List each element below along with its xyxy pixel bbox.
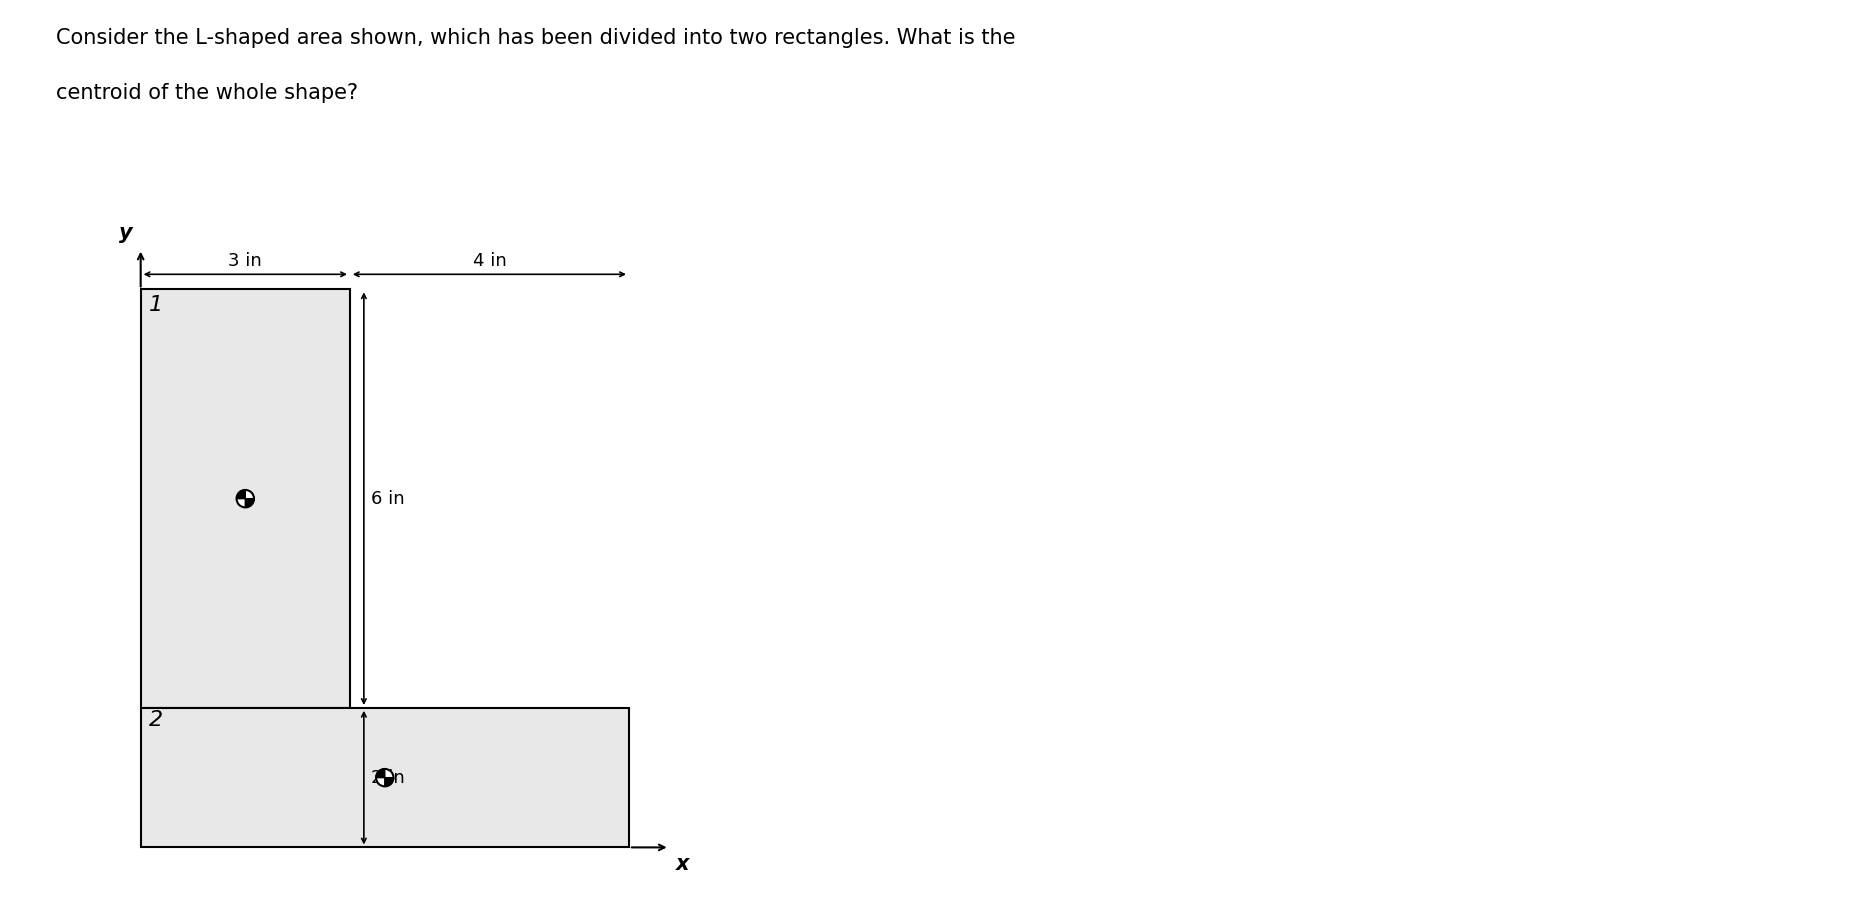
Text: x: x — [675, 855, 688, 874]
Polygon shape — [236, 490, 246, 499]
Text: 2: 2 — [149, 711, 164, 730]
Text: y: y — [119, 223, 132, 243]
Text: 4 in: 4 in — [472, 251, 506, 270]
Polygon shape — [376, 769, 385, 778]
Bar — [141, 289, 350, 708]
Text: 2 in: 2 in — [370, 769, 405, 786]
Text: centroid of the whole shape?: centroid of the whole shape? — [56, 83, 357, 103]
Text: 1: 1 — [149, 296, 164, 315]
Polygon shape — [246, 499, 255, 507]
Text: 3 in: 3 in — [229, 251, 262, 270]
Polygon shape — [385, 778, 394, 786]
Text: Consider the L-shaped area shown, which has been divided into two rectangles. Wh: Consider the L-shaped area shown, which … — [56, 28, 1016, 48]
Text: 6 in: 6 in — [370, 490, 404, 507]
Bar — [141, 708, 629, 847]
Circle shape — [236, 490, 255, 507]
Circle shape — [376, 769, 394, 786]
